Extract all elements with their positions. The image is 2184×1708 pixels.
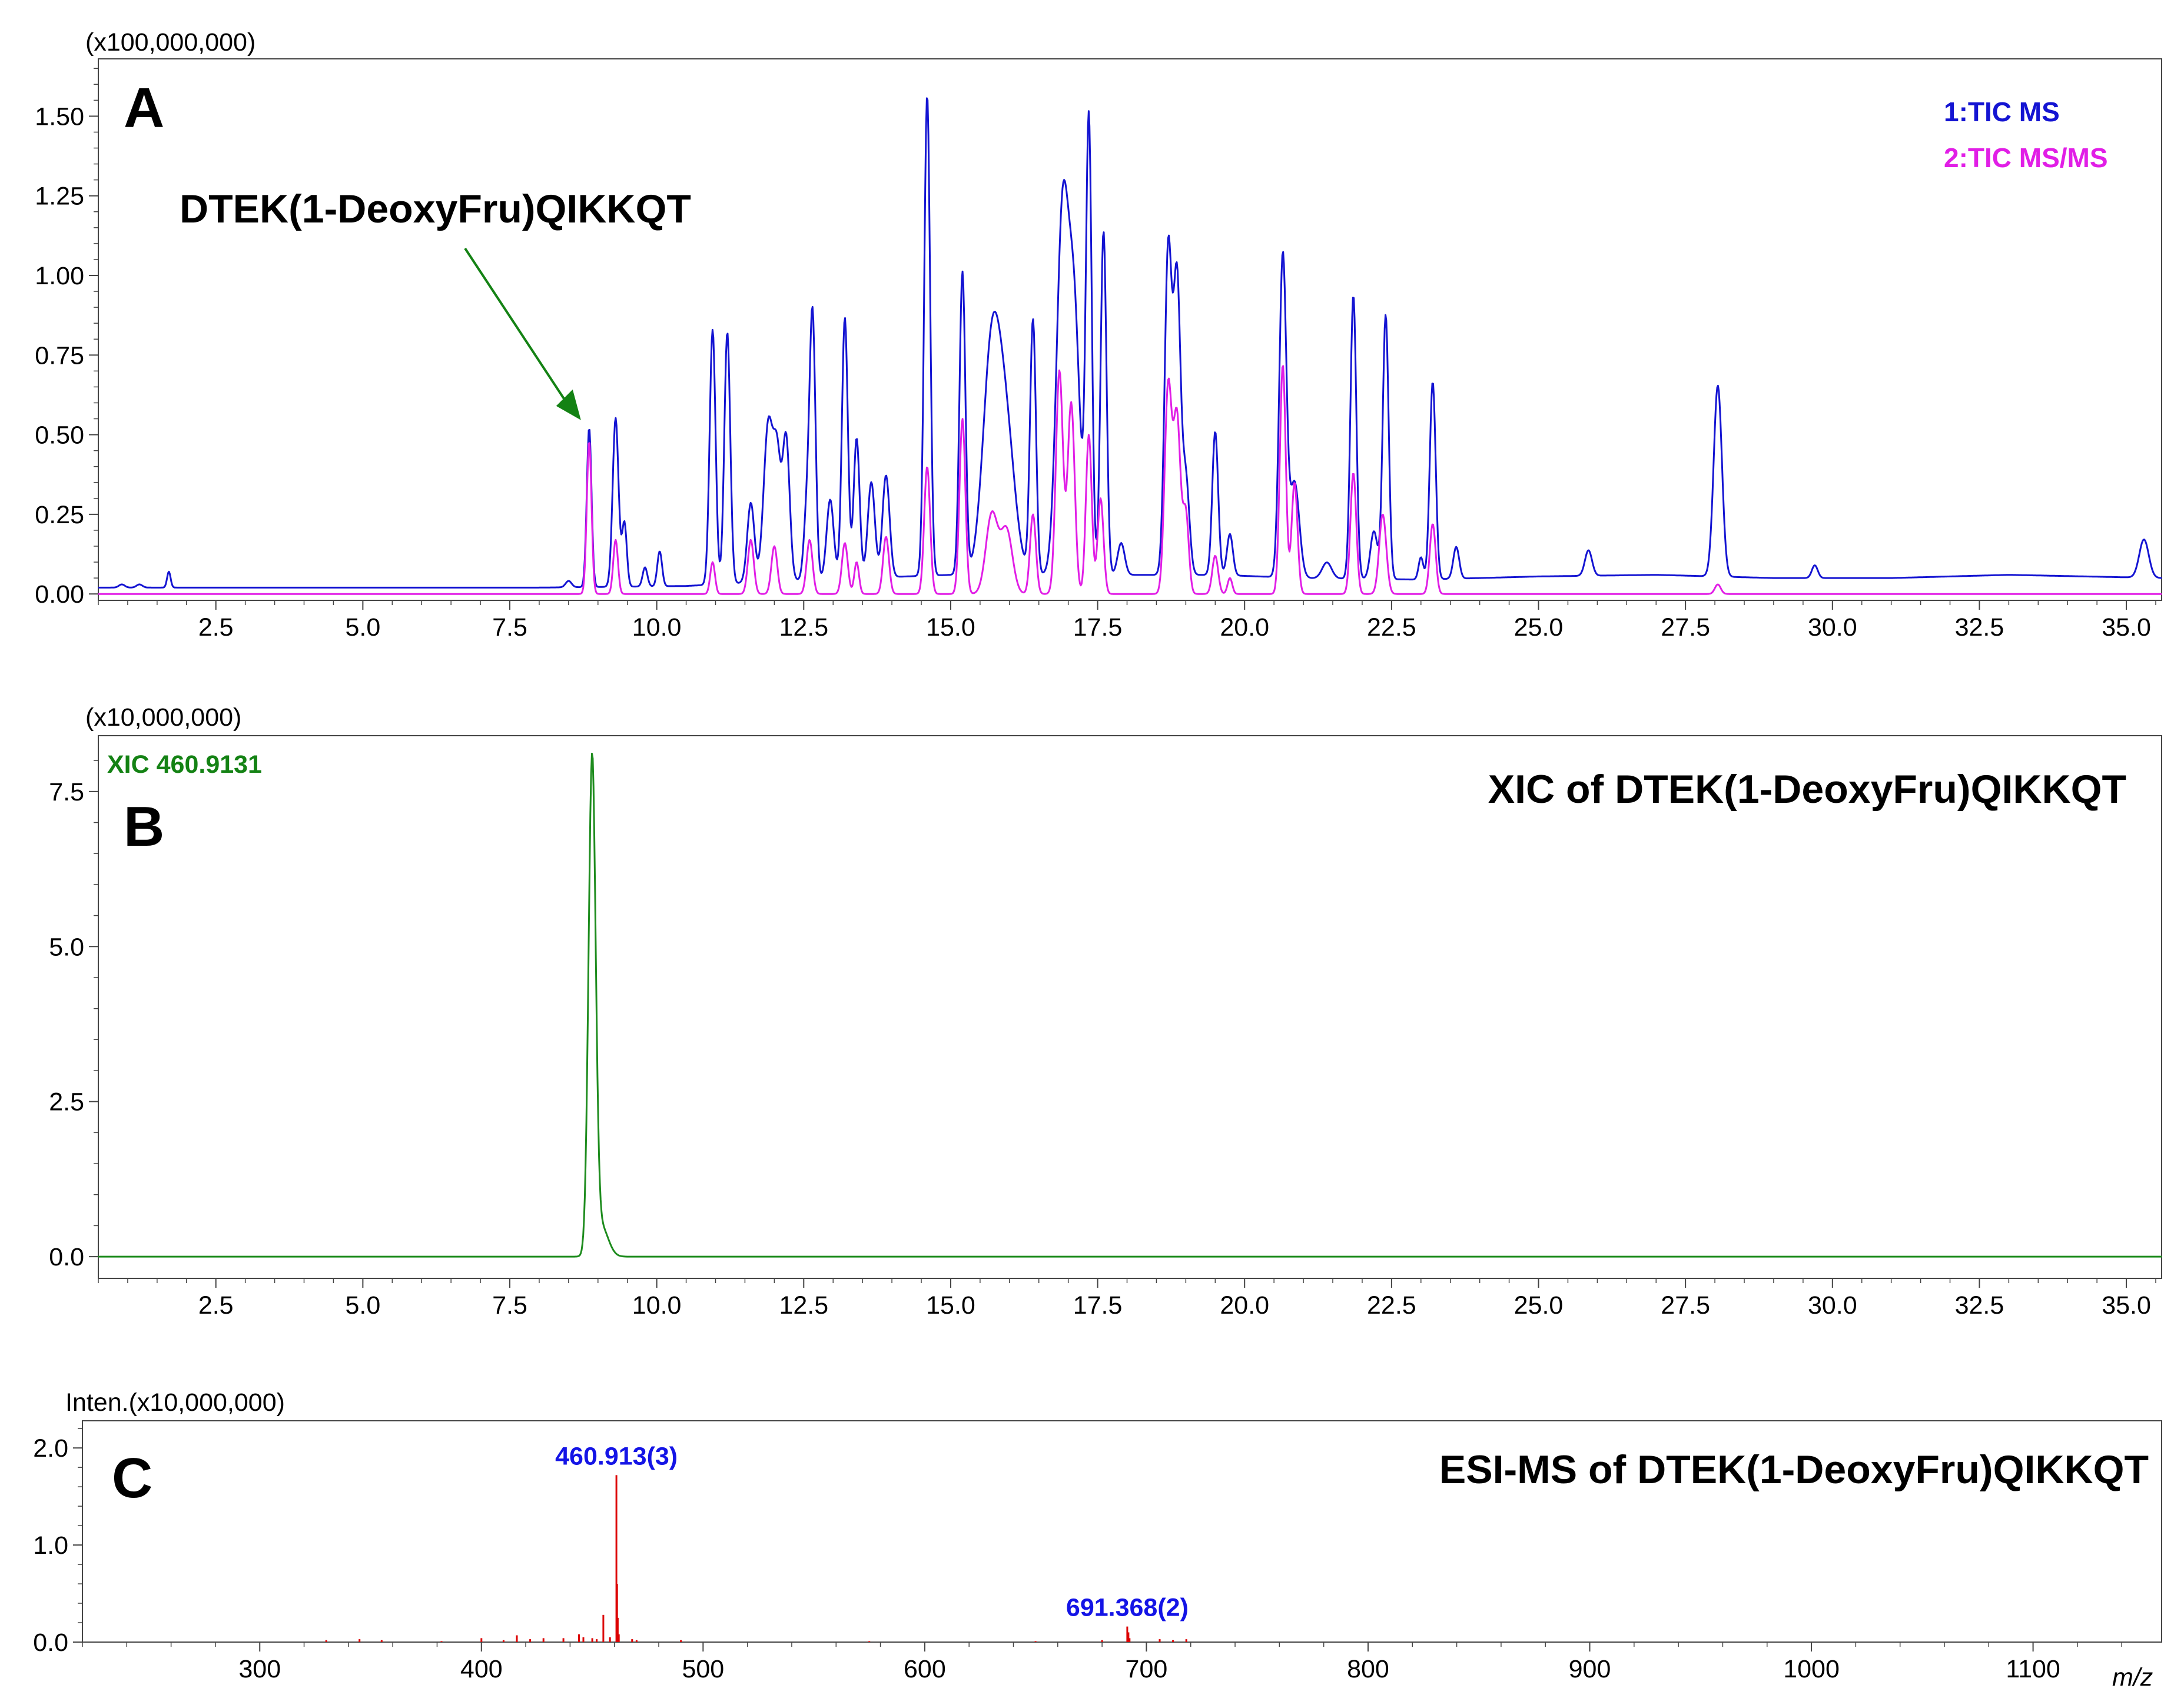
x-tick-label: 7.5 [492,613,527,642]
y-tick-label: 0.50 [35,421,84,450]
peak-mz-label: 460.913(3) [555,1442,678,1470]
x-tick-label: 35.0 [2102,613,2151,642]
x-tick-label: 20.0 [1220,613,1269,642]
x-tick-label: 10.0 [632,613,682,642]
x-tick-label: 17.5 [1073,613,1123,642]
xic-series-label: XIC 460.9131 [107,750,262,779]
x-tick-label: 25.0 [1514,1291,1564,1320]
panel-a-plot-frame [98,58,2162,601]
y-tick-label: 1.0 [33,1531,68,1560]
tic-ms-line [98,97,2162,589]
x-tick-label: 5.0 [345,1291,380,1320]
legend-tic-msms: 2:TIC MS/MS [1944,142,2108,173]
x-tick-label: 30.0 [1808,613,1857,642]
y-tick-label: 2.5 [49,1088,84,1116]
panel-c-axes: 300 400 500 600 700 800 900 1000 1100 0.0 1.0 2.0 [33,1428,2122,1683]
peak-annotation-label: DTEK(1-DeoxyFru)QIKKQT [180,187,691,231]
spectrum-peaks [325,1475,1187,1642]
xic-line [98,752,2162,1258]
x-tick-label: 22.5 [1367,613,1416,642]
x-tick-label: 12.5 [779,1291,828,1320]
panel-c-y-multiplier: Inten.(x10,000,000) [65,1388,285,1417]
x-tick-label: 12.5 [779,613,828,642]
panel-b: (x10,000,000) 2.5 5.0 7.5 10.0 12.5 15.0 17.5 2… [49,703,2162,1320]
spectrum-peak-labels: 460.913(3) 691.368(2) [555,1442,1189,1621]
y-tick-label: 0.00 [35,580,84,609]
x-tick-label: 2.5 [198,613,234,642]
x-tick-label: 500 [682,1655,724,1683]
y-tick-label: 7.5 [49,778,84,806]
panel-a: (x100,000,000) 2.5 5.0 7.5 10.0 12.5 15.0 17.5… [35,28,2162,642]
y-tick-label: 5.0 [49,933,84,961]
x-tick-label: 900 [1569,1655,1611,1683]
x-tick-label: 22.5 [1367,1291,1416,1320]
x-tick-label: 20.0 [1220,1291,1269,1320]
x-tick-label: 700 [1126,1655,1168,1683]
tic-msms-line [98,365,2162,595]
x-tick-label: 15.0 [926,613,975,642]
x-tick-label: 5.0 [345,613,380,642]
peak-mz-label: 691.368(2) [1066,1594,1189,1622]
panel-b-plot-frame [98,735,2162,1279]
x-tick-label: 10.0 [632,1291,682,1320]
panel-b-letter: B [124,795,164,858]
panel-a-letter: A [124,77,164,139]
x-tick-label: 600 [904,1655,946,1683]
x-tick-label: 7.5 [492,1291,527,1320]
y-tick-label: 0.75 [35,341,84,370]
y-tick-label: 2.0 [33,1434,68,1463]
panel-c-letter: C [112,1447,152,1510]
x-tick-label: 27.5 [1661,1291,1710,1320]
peak-annotation-arrow [464,247,569,406]
peak-annotation-arrowhead [556,389,581,420]
x-tick-label: 300 [238,1655,281,1683]
x-tick-label: 32.5 [1955,613,2004,642]
panel-b-title: XIC of DTEK(1-DeoxyFru)QIKKQT [1488,767,2126,812]
x-tick-label: 17.5 [1073,1291,1123,1320]
panel-a-y-multiplier: (x100,000,000) [85,28,255,57]
y-tick-label: 1.25 [35,182,84,211]
y-tick-label: 1.50 [35,102,84,131]
x-tick-label: 2.5 [198,1291,234,1320]
panel-a-axes: 2.5 5.0 7.5 10.0 12.5 15.0 17.5 20.0 22.5 25.0 27.… [35,68,2156,642]
x-tick-label: 800 [1347,1655,1389,1683]
y-tick-label: 1.00 [35,262,84,290]
panel-c-title: ESI-MS of DTEK(1-DeoxyFru)QIKKQT [1439,1447,2149,1492]
x-tick-label: 15.0 [926,1291,975,1320]
x-tick-label: 400 [460,1655,503,1683]
x-tick-label: 27.5 [1661,613,1710,642]
x-tick-label: 25.0 [1514,613,1564,642]
x-axis-unit-mz: m/z [2112,1663,2153,1692]
x-tick-label: 1100 [2006,1655,2060,1683]
y-tick-label: 0.25 [35,501,84,529]
panel-c-plot-frame [82,1420,2162,1643]
y-tick-label: 0.0 [49,1243,84,1271]
y-tick-label: 0.0 [33,1629,68,1657]
panel-b-axes: 2.5 5.0 7.5 10.0 12.5 15.0 17.5 20.0 22.5 25.0 27.… [49,760,2156,1320]
panel-b-y-multiplier: (x10,000,000) [85,703,241,732]
x-tick-label: 30.0 [1808,1291,1857,1320]
panel-c: Inten.(x10,000,000) 300 400 500 600 700 800 90… [33,1388,2162,1692]
x-tick-label: 35.0 [2102,1291,2151,1320]
x-tick-label: 32.5 [1955,1291,2004,1320]
legend-tic-ms: 1:TIC MS [1944,97,2060,127]
x-tick-label: 1000 [1783,1655,1840,1683]
